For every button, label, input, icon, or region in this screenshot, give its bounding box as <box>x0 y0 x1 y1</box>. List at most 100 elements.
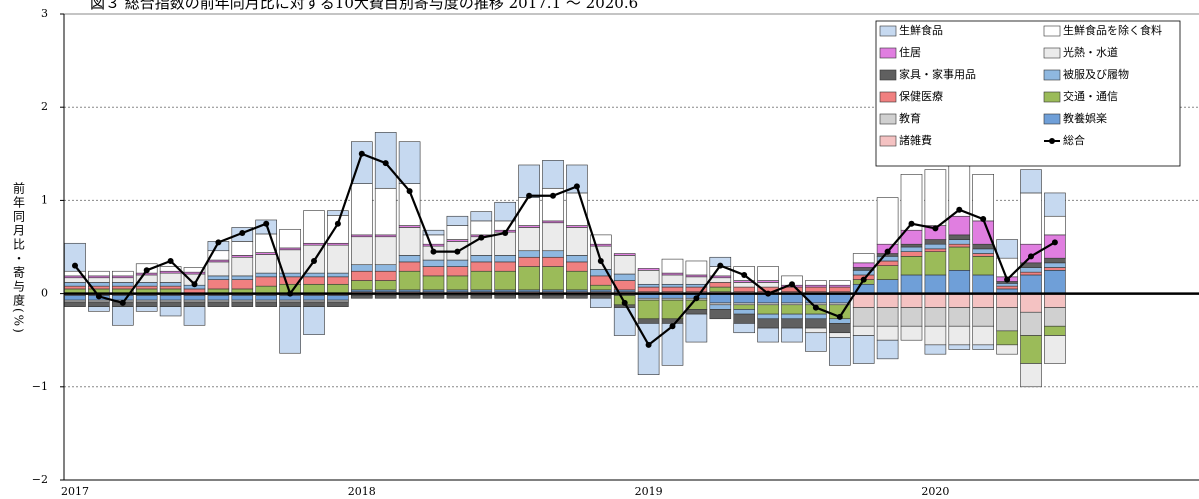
bar-segment <box>422 229 445 236</box>
bar-segment <box>852 262 875 268</box>
bar-segment <box>613 307 636 336</box>
x-tick-label: 2018 <box>348 485 376 498</box>
bar-segment <box>303 306 325 335</box>
bar-segment <box>374 280 397 291</box>
bar-segment <box>470 255 493 263</box>
y-tick-label: −1 <box>32 380 48 393</box>
legend-label: 光熱・水道 <box>1063 45 1118 59</box>
line-marker <box>478 234 485 241</box>
bar-segment <box>470 261 493 272</box>
bar-segment <box>88 301 110 307</box>
line-marker <box>263 220 270 227</box>
legend-swatch <box>879 47 897 59</box>
bar-segment <box>518 227 540 252</box>
legend-swatch <box>1043 91 1061 103</box>
legend-label: 住居 <box>899 45 921 59</box>
bar-segment <box>900 251 923 257</box>
bar-segment <box>112 306 134 326</box>
bar-segment <box>303 283 325 294</box>
bar-segment <box>972 307 995 327</box>
line-series <box>74 152 1056 347</box>
bar-segment <box>637 318 660 324</box>
bar-segment <box>637 283 660 288</box>
bar-segment <box>685 309 708 315</box>
bar-segment <box>924 239 947 245</box>
bar-segment <box>805 280 827 286</box>
line-marker <box>454 248 461 255</box>
bar-segment <box>948 325 971 346</box>
bar-segment <box>781 327 803 343</box>
bar-segment <box>924 274 947 294</box>
bar-segment <box>685 313 708 343</box>
legend-label: 家具・家事用品 <box>899 67 976 81</box>
bar-segment <box>996 239 1018 259</box>
bar-segment <box>781 304 803 315</box>
bar-segment <box>876 339 899 360</box>
line-marker <box>215 239 222 246</box>
bar-segment <box>159 295 182 301</box>
line-marker <box>836 313 843 320</box>
bar-segment <box>948 307 971 327</box>
bar-segment <box>470 211 493 222</box>
legend-swatch <box>879 91 897 103</box>
bar-segment <box>207 301 230 307</box>
legend-label: 教養娯楽 <box>1063 111 1107 125</box>
bar-segment <box>207 279 230 290</box>
line-marker <box>812 304 819 311</box>
bar-segment <box>996 330 1018 346</box>
bar-segment <box>1020 267 1042 273</box>
bar-segment <box>924 325 947 346</box>
bar-segment <box>661 274 684 285</box>
y-tick-label: 1 <box>41 193 48 206</box>
line-marker <box>406 188 413 195</box>
bar-segment <box>805 313 827 320</box>
bar-segment <box>661 318 684 324</box>
bar-segment <box>446 266 469 277</box>
bar-segment <box>422 266 445 277</box>
bar-segment <box>900 243 923 248</box>
bar-segment <box>470 295 493 299</box>
legend-box <box>875 20 1181 167</box>
bar-segment <box>350 280 373 291</box>
line-marker <box>789 281 795 288</box>
bar-segment <box>1020 363 1042 388</box>
bar-segment <box>876 325 899 341</box>
bar-segment <box>1020 271 1042 276</box>
bar-segment <box>566 164 588 194</box>
bar-segment <box>422 275 445 291</box>
bar-segment <box>1044 257 1066 264</box>
line-marker <box>191 281 198 288</box>
bar-segment <box>159 272 182 283</box>
bar-segment <box>1044 267 1066 271</box>
bar-segment <box>924 293 947 308</box>
bar-segment <box>470 220 493 236</box>
bar-segment <box>350 183 373 236</box>
bar-segment <box>972 174 995 222</box>
chart-title: 図３ 総合指数の前年同月比に対する10大費目別寄与度の推移 2017.1 ～ 2… <box>90 0 638 12</box>
line-marker <box>860 276 867 283</box>
bar-segment <box>661 258 684 274</box>
bar-segment <box>876 279 899 294</box>
bar-segment <box>661 323 684 366</box>
bar-segment <box>135 301 158 307</box>
bar-segment <box>542 256 564 267</box>
bar-segment <box>183 295 206 301</box>
bar-segment <box>566 227 588 256</box>
y-tick-label: −2 <box>32 473 48 486</box>
bar-segment <box>159 301 182 307</box>
legend-marker <box>1049 138 1055 144</box>
bar-segment <box>112 270 134 277</box>
bar-segment <box>589 297 612 308</box>
legend-swatch <box>1043 47 1061 59</box>
bar-segment <box>805 332 827 352</box>
bar-segment <box>1020 192 1042 245</box>
bar-segment <box>948 234 971 240</box>
bar-segment <box>781 313 803 320</box>
bar-segment <box>135 306 158 312</box>
bar-segment <box>255 254 277 274</box>
bar-segment <box>661 286 684 293</box>
line-marker <box>95 293 102 300</box>
bar-segment <box>303 295 325 301</box>
bar-segment <box>398 295 421 299</box>
bar-segment <box>900 174 923 231</box>
